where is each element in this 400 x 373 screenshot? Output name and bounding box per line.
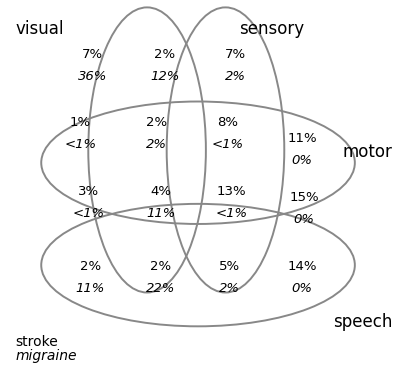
Text: 2%: 2% (219, 282, 240, 295)
Text: 2%: 2% (154, 48, 175, 62)
Text: 12%: 12% (150, 70, 180, 83)
Text: 13%: 13% (216, 185, 246, 198)
Text: migraine: migraine (16, 350, 77, 363)
Text: 14%: 14% (287, 260, 317, 273)
Text: sensory: sensory (239, 20, 304, 38)
Text: 3%: 3% (78, 185, 99, 198)
Text: motor: motor (342, 143, 392, 161)
Text: stroke: stroke (16, 335, 58, 349)
Text: 36%: 36% (78, 70, 107, 83)
Text: 7%: 7% (225, 48, 246, 62)
Text: 5%: 5% (219, 260, 240, 273)
Text: 15%: 15% (289, 191, 319, 204)
Text: 22%: 22% (146, 282, 176, 295)
Text: speech: speech (333, 313, 392, 331)
Text: 4%: 4% (150, 185, 171, 198)
Text: 8%: 8% (217, 116, 238, 129)
Text: 1%: 1% (70, 116, 91, 129)
Text: 2%: 2% (146, 138, 167, 151)
Text: 2%: 2% (150, 260, 171, 273)
Text: 0%: 0% (292, 154, 312, 167)
Text: <1%: <1% (211, 138, 244, 151)
Text: 11%: 11% (146, 207, 176, 220)
Text: 2%: 2% (80, 260, 101, 273)
Text: 2%: 2% (225, 70, 246, 83)
Text: 0%: 0% (292, 282, 312, 295)
Text: <1%: <1% (72, 207, 104, 220)
Text: 11%: 11% (76, 282, 105, 295)
Text: 2%: 2% (146, 116, 168, 129)
Text: <1%: <1% (64, 138, 96, 151)
Text: 0%: 0% (293, 213, 314, 226)
Text: <1%: <1% (215, 207, 248, 220)
Text: visual: visual (16, 20, 64, 38)
Text: 11%: 11% (287, 132, 317, 145)
Text: 7%: 7% (82, 48, 103, 62)
